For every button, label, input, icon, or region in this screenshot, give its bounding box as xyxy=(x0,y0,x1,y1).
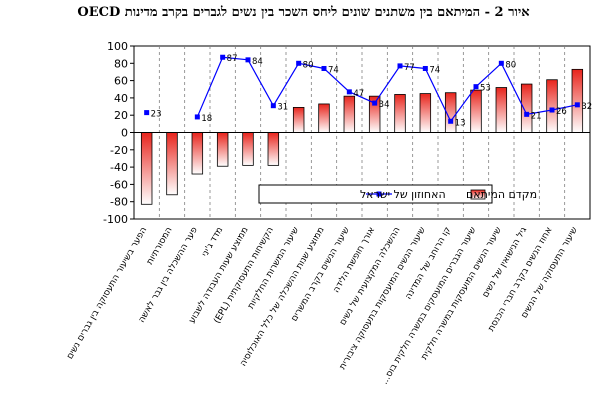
y-tick-label: -20 xyxy=(110,144,128,157)
data-label: 18 xyxy=(201,114,212,124)
data-label: 74 xyxy=(328,65,339,75)
data-label: 47 xyxy=(353,89,364,99)
y-tick-label: 0 xyxy=(121,127,128,140)
y-tick-label: 60 xyxy=(114,75,128,88)
line-marker xyxy=(194,114,200,120)
bar xyxy=(318,103,330,133)
data-label: 80 xyxy=(303,60,314,70)
line-marker xyxy=(245,57,251,63)
y-tick-label: 40 xyxy=(114,92,128,105)
bar xyxy=(267,132,280,166)
line-marker xyxy=(448,118,454,124)
bar xyxy=(216,132,229,167)
line-marker xyxy=(346,89,352,95)
line-marker xyxy=(549,107,555,113)
bar xyxy=(191,132,204,175)
data-label: 21 xyxy=(531,111,542,121)
data-label: 23 xyxy=(151,110,162,120)
bar xyxy=(292,107,305,133)
y-tick-label: -60 xyxy=(110,178,128,191)
line-marker xyxy=(473,84,479,90)
data-label: 84 xyxy=(252,57,263,67)
data-label: 80 xyxy=(505,60,516,70)
line-marker xyxy=(422,65,428,71)
chart-title: איור 2 - המיתאם בין משתנים שונים ליחס הש… xyxy=(77,5,530,20)
line-marker xyxy=(372,100,378,106)
y-tick-label: 100 xyxy=(107,40,128,53)
line-marker xyxy=(397,63,403,69)
legend-swatch-marker xyxy=(376,191,382,197)
line-marker xyxy=(321,65,327,71)
bar xyxy=(242,132,254,166)
plot-area: -100 -80 -60 -40 -20 0 20 40 60 80 100 23 18 87 84 31 80… xyxy=(65,40,592,386)
y-tick-label: -100 xyxy=(103,213,128,226)
x-tick-label: שיעור הגברים המועסקים במשרה חלקית בוס... xyxy=(380,226,479,387)
legend-swatch-bars xyxy=(470,189,486,200)
line-marker xyxy=(296,60,302,66)
line-marker xyxy=(270,103,276,109)
x-tick-label: הפער בשיעור התעסוקה בין גברים נשים xyxy=(65,225,149,361)
y-tick-label: 80 xyxy=(114,57,128,70)
data-label: 32 xyxy=(581,102,592,112)
line-marker xyxy=(574,102,580,108)
data-label: 74 xyxy=(429,65,440,75)
bar xyxy=(470,89,482,133)
y-tick-label: -80 xyxy=(110,196,128,209)
bar xyxy=(419,93,432,133)
bar xyxy=(140,132,153,205)
data-label: 34 xyxy=(379,100,390,110)
data-label: 53 xyxy=(480,84,491,94)
bar xyxy=(394,94,406,133)
line-marker xyxy=(144,110,150,116)
series-line xyxy=(196,56,578,123)
legend: מקדם המיתאם האחוזון של ישראל xyxy=(258,184,537,204)
data-label: 13 xyxy=(455,118,466,128)
y-tick-label: -40 xyxy=(110,161,128,174)
data-label: 26 xyxy=(556,107,567,117)
bar xyxy=(343,95,356,133)
line-marker xyxy=(524,111,530,117)
data-label: 31 xyxy=(277,103,288,113)
legend-label-line: האחוזון של ישראל xyxy=(360,188,446,201)
x-tick-label: קו הרוחב של המדינה xyxy=(404,225,454,301)
bar xyxy=(166,132,178,196)
legend-label-bars: מקדם המיתאם xyxy=(466,188,537,201)
line-marker xyxy=(498,60,504,66)
data-label: 77 xyxy=(404,63,415,73)
line-marker xyxy=(220,54,226,60)
data-label: 87 xyxy=(227,54,238,64)
y-tick-label: 20 xyxy=(114,109,128,122)
bar xyxy=(495,87,508,133)
bar xyxy=(520,83,533,133)
x-tick-label: מדד ג'יני xyxy=(200,226,225,259)
